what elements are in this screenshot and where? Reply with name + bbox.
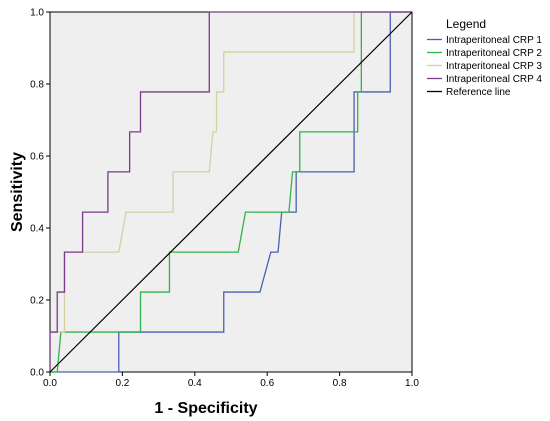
series-line-intraperitoneal-crp-4 <box>49 11 412 372</box>
y-tick-label: 0.0 <box>30 368 44 379</box>
x-tick-label: 0.4 <box>188 378 202 389</box>
legend-entry-label: Intraperitoneal CRP 3 <box>446 61 542 72</box>
x-tick-label: 0.2 <box>115 378 129 389</box>
legend-entry-label: Intraperitoneal CRP 4 <box>446 74 542 85</box>
y-tick-label: 0.6 <box>30 152 44 163</box>
x-axis-title: 1 - Specificity <box>154 400 257 417</box>
legend: Legend Intraperitoneal CRP 1 Intraperiton… <box>427 17 542 98</box>
series-line-intraperitoneal-crp-2 <box>50 11 412 373</box>
legend-entry-label: Intraperitoneal CRP 1 <box>446 35 542 46</box>
y-tick-label: 0.8 <box>30 80 44 91</box>
x-tick-label: 0.6 <box>260 378 274 389</box>
series-line-intraperitoneal-crp-1 <box>50 11 412 373</box>
y-axis-title: Sensitivity <box>9 152 26 232</box>
series-line-reference-line <box>49 11 413 373</box>
axes-layer: 0.0 0.2 0.4 0.6 0.8 1.0 0.0 0.2 0.4 0.6 0.8 1.0 <box>30 8 419 390</box>
y-tick-label: 0.4 <box>30 224 44 235</box>
x-tick-label: 1.0 <box>405 378 419 389</box>
x-tick-label: 0.8 <box>333 378 347 389</box>
y-tick-label: 1.0 <box>30 8 44 19</box>
x-tick-label: 0.0 <box>43 378 57 389</box>
legend-entry-label: Intraperitoneal CRP 2 <box>446 48 542 59</box>
curves-layer <box>49 11 413 373</box>
y-tick-label: 0.2 <box>30 296 44 307</box>
legend-title: Legend <box>446 17 486 31</box>
legend-entry-label: Reference line <box>446 87 511 98</box>
